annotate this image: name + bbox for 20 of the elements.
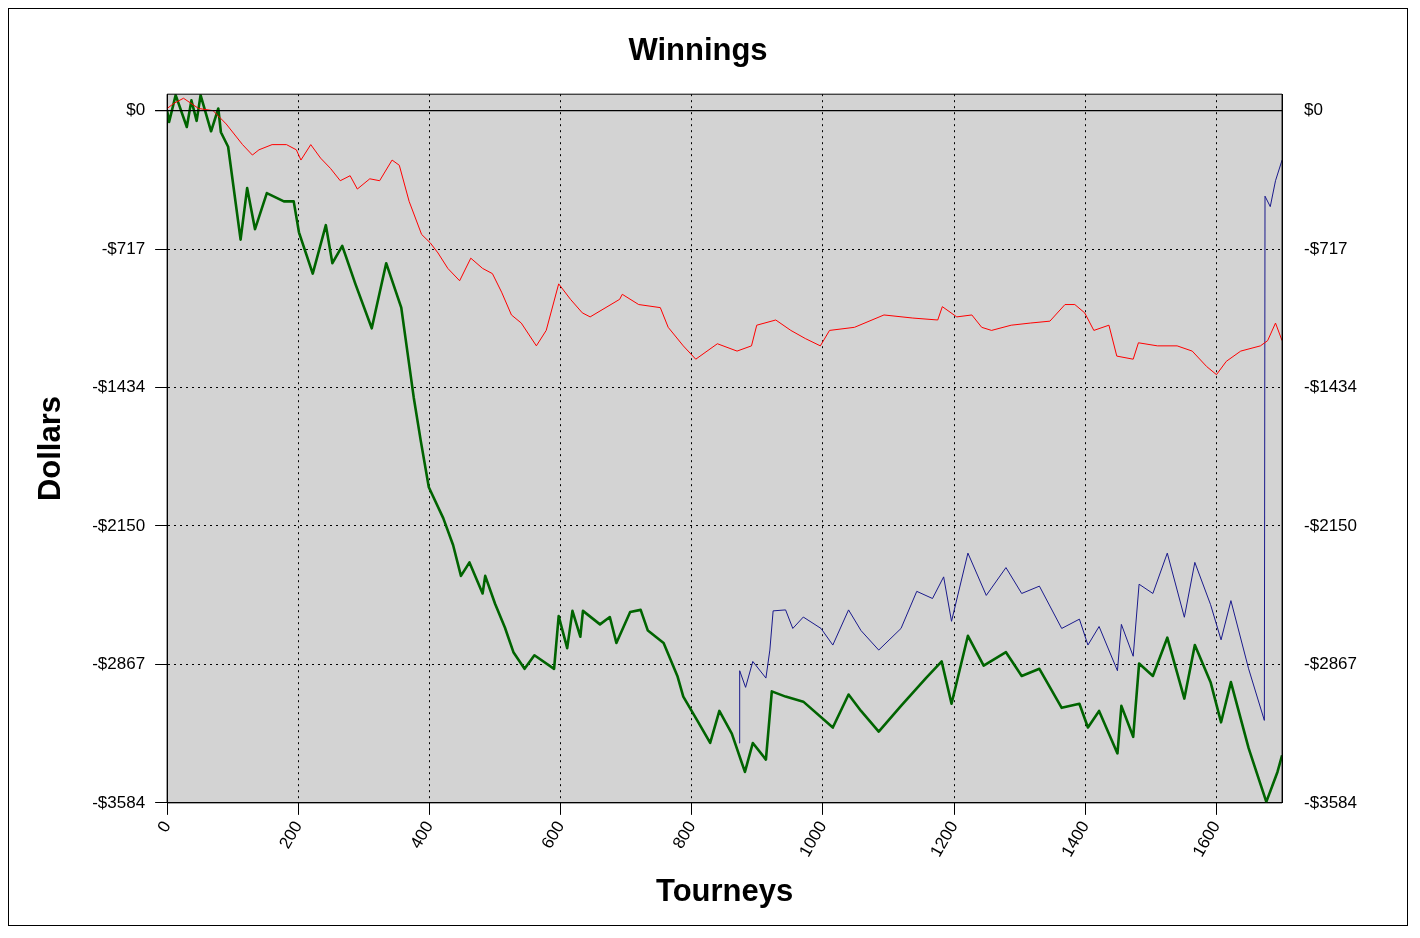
x-tick-label: 600 [537,817,569,852]
y-tick-label: -$3584 [92,792,146,812]
x-tick-label: 200 [275,817,306,852]
chart-title: Winnings [628,32,768,68]
y-tick-label: -$2150 [92,515,146,535]
y2-tick-label: -$717 [1304,238,1348,258]
y2-tick-label: -$3584 [1304,792,1357,812]
y2-tick-label: -$2150 [1304,515,1357,535]
y-tick-label: -$717 [101,238,146,258]
y-tick-label: $0 [126,100,146,120]
y-tick-label: -$2867 [92,654,146,674]
y2-tick-label: -$1434 [1304,377,1357,397]
y-tick-label: -$1434 [92,377,146,397]
x-tick-label: 400 [406,817,437,852]
y2-tick-label: $0 [1304,100,1323,120]
x-tick-label: 0 [153,817,175,836]
x-axis-title: Tourneys [655,872,794,908]
x-tick-label: 800 [668,817,700,852]
y2-tick-label: -$2867 [1304,654,1357,674]
y-axis-title: Dollars [32,395,68,502]
